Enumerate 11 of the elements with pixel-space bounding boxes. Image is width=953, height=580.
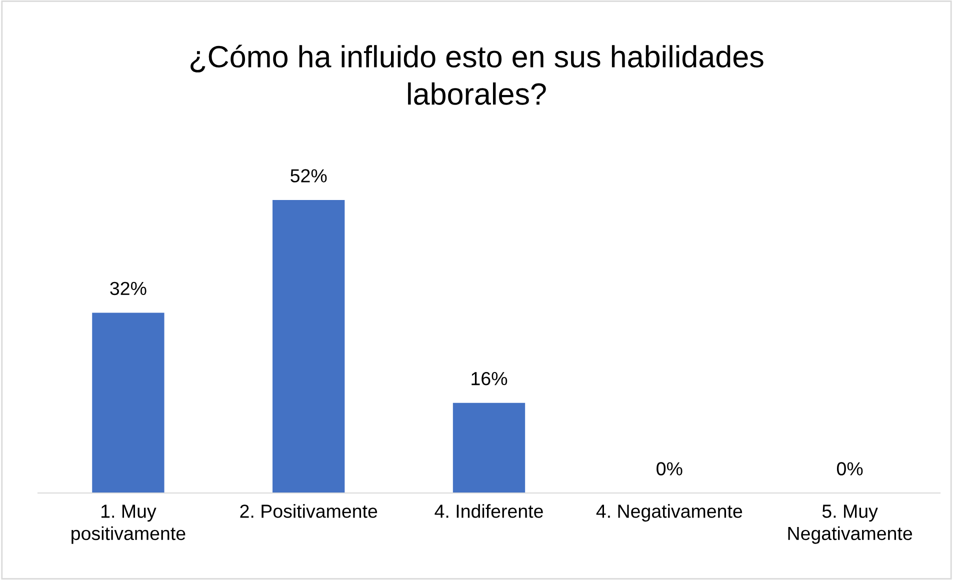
x-tick-label: 1. Muy positivamente [72, 504, 186, 544]
x-tick-label: 4. Negativamente [596, 504, 742, 522]
data-label: 32% [110, 282, 146, 296]
x-tick-label: 4. Indiferente [434, 504, 543, 518]
x-tick-label: 2. Positivamente [240, 504, 378, 518]
data-label: 0% [656, 462, 682, 476]
data-label: 52% [290, 169, 327, 182]
chart-title: ¿Cómo ha influido esto en sus habilidades laborales? [190, 44, 764, 105]
data-label: 0% [836, 462, 863, 476]
data-label: 16% [472, 372, 508, 386]
x-tick-label: 5. Muy Negativamente [788, 504, 912, 544]
